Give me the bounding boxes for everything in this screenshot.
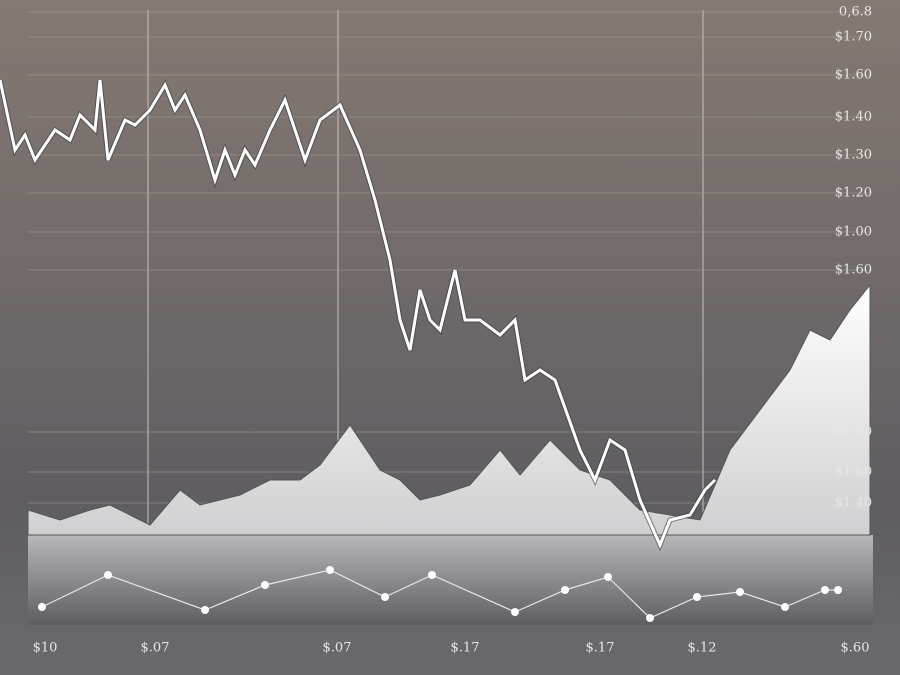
trend-point (104, 571, 112, 579)
x-tick-label: $.07 (141, 641, 170, 656)
trend-point (326, 566, 334, 574)
area (27, 283, 871, 536)
x-tick-label: $.17 (586, 641, 615, 656)
trend-point (604, 573, 612, 581)
price-line (0, 79, 717, 549)
trend-point (693, 593, 701, 601)
y-tick-label: $1.00 (835, 225, 872, 240)
x-tick-label: $.17 (451, 641, 480, 656)
y-tick-label: $1.20 (835, 186, 872, 201)
trend-point (381, 593, 389, 601)
y-tick-label: $1.60 (835, 465, 872, 480)
y-tick-label: $1.40 (835, 110, 872, 125)
trend-point (646, 614, 654, 622)
y-tick-label: $1.00 (835, 425, 872, 440)
trend-point (261, 581, 269, 589)
trend-point (736, 588, 744, 596)
x-tick-label: $.07 (323, 641, 352, 656)
trend-point (561, 586, 569, 594)
trend-point (834, 586, 842, 594)
trend-point (201, 606, 209, 614)
y-tick-label: $1.30 (835, 148, 872, 163)
x-tick-label: $10 (33, 641, 58, 656)
trend-point (428, 571, 436, 579)
y-tick-label: $1.60 (835, 263, 872, 278)
trend-point (38, 603, 46, 611)
lower-band (28, 535, 873, 625)
labels: 0,6.8 $1.70 $1.60 $1.40 $1.30 $1.20 $1.00 $1.60… (33, 5, 872, 656)
trend-point (781, 603, 789, 611)
trend-line (41, 569, 838, 619)
y-tick-label: $1.70 (835, 30, 872, 45)
trend-point (821, 586, 829, 594)
x-tick-label: $.60 (841, 641, 870, 656)
marks (0, 79, 871, 622)
trend-point (511, 608, 519, 616)
y-tick-label: $1.60 (835, 68, 872, 83)
x-tick-label: $.12 (688, 641, 717, 656)
y-tick-label: $1.40 (835, 496, 872, 511)
y-tick-label: 0,6.8 (839, 5, 872, 20)
